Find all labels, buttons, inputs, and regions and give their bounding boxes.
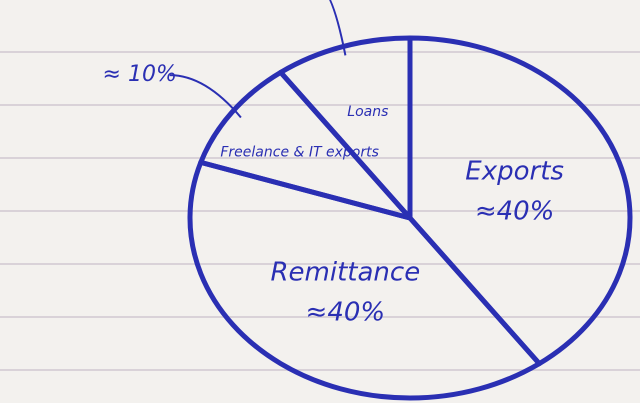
slice-label: Remittance <box>270 257 420 287</box>
slice-label: Loans <box>347 104 388 120</box>
pie-slice <box>407 35 633 367</box>
slice-label: Exports <box>465 157 564 187</box>
value-label: ≈40% <box>475 197 555 227</box>
pie-slice <box>278 35 413 221</box>
leader-line <box>169 74 242 119</box>
leader-line <box>328 0 347 56</box>
pie-slice <box>198 69 413 221</box>
value-label: ≈ 10% <box>103 62 177 87</box>
pie-slice <box>187 159 542 401</box>
slice-label: Freelance & IT exports <box>220 144 379 160</box>
value-label: ≈40% <box>306 297 386 327</box>
